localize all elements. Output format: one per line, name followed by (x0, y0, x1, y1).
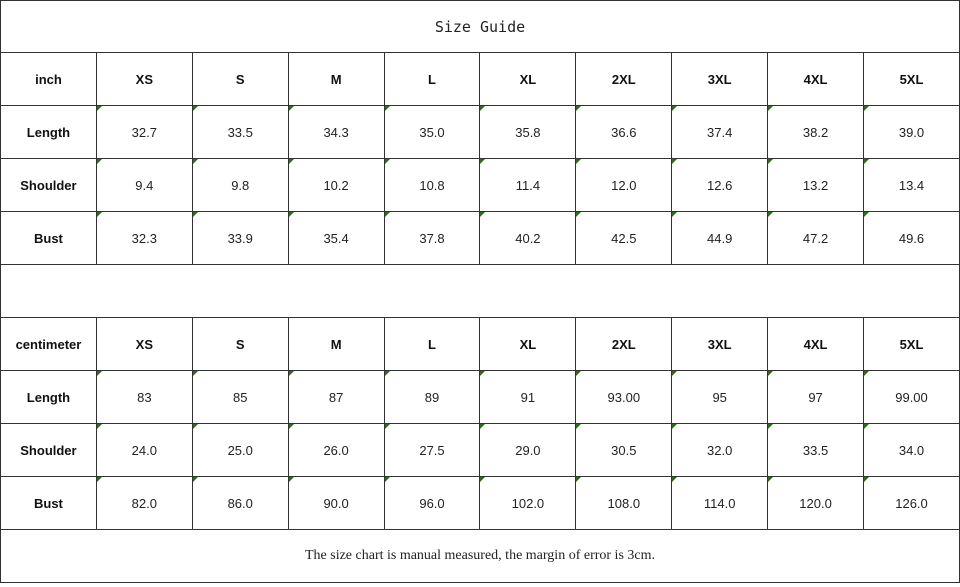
measurement-label: Length (0, 370, 97, 424)
measurement-value: 89 (383, 370, 481, 424)
size-header: 3XL (671, 317, 769, 371)
measurement-value: 36.6 (575, 105, 673, 159)
measurement-value: 13.2 (767, 158, 865, 212)
unit-label: centimeter (0, 317, 97, 371)
measurement-value: 10.2 (287, 158, 385, 212)
table-row: Bust 32.3 33.9 35.4 37.8 40.2 42.5 44.9 47.2 49.6 (0, 211, 960, 265)
measurement-value: 12.6 (671, 158, 769, 212)
measurement-value: 102.0 (479, 476, 577, 530)
size-header: M (287, 52, 385, 106)
measurement-value: 32.0 (671, 423, 769, 477)
header-row: centimeter XS S M L XL 2XL 3XL 4XL 5XL (0, 317, 960, 371)
size-header: 5XL (863, 317, 960, 371)
measurement-value: 49.6 (863, 211, 960, 265)
measurement-value: 97 (767, 370, 865, 424)
measurement-value: 93.00 (575, 370, 673, 424)
measurement-value: 35.0 (383, 105, 481, 159)
table-row: Length 83 85 87 89 91 93.00 95 97 99.00 (0, 370, 960, 424)
size-header: L (383, 317, 481, 371)
note-text: The size chart is manual measured, the m… (0, 529, 960, 583)
size-header: 4XL (767, 52, 865, 106)
measurement-value: 95 (671, 370, 769, 424)
table-row: Length 32.7 33.5 34.3 35.0 35.8 36.6 37.4 38.2 39… (0, 105, 960, 159)
measurement-value: 33.5 (767, 423, 865, 477)
measurement-value: 91 (479, 370, 577, 424)
unit-label: inch (0, 52, 97, 106)
measurement-value: 34.0 (863, 423, 960, 477)
measurement-value: 126.0 (863, 476, 960, 530)
measurement-value: 30.5 (575, 423, 673, 477)
measurement-value: 33.9 (191, 211, 289, 265)
size-header: 4XL (767, 317, 865, 371)
size-header: L (383, 52, 481, 106)
measurement-value: 37.4 (671, 105, 769, 159)
size-header: 2XL (575, 52, 673, 106)
table-row: Shoulder 24.0 25.0 26.0 27.5 29.0 30.5 32.0 33.5… (0, 423, 960, 477)
measurement-value: 10.8 (383, 158, 481, 212)
measurement-value: 24.0 (95, 423, 193, 477)
measurement-value: 40.2 (479, 211, 577, 265)
measurement-value: 35.8 (479, 105, 577, 159)
measurement-value: 12.0 (575, 158, 673, 212)
size-header: 2XL (575, 317, 673, 371)
measurement-value: 34.3 (287, 105, 385, 159)
measurement-value: 42.5 (575, 211, 673, 265)
size-header: 5XL (863, 52, 960, 106)
size-header: XS (95, 52, 193, 106)
measurement-value: 86.0 (191, 476, 289, 530)
measurement-value: 11.4 (479, 158, 577, 212)
measurement-value: 120.0 (767, 476, 865, 530)
measurement-value: 114.0 (671, 476, 769, 530)
measurement-value: 29.0 (479, 423, 577, 477)
note-row: The size chart is manual measured, the m… (0, 529, 960, 583)
measurement-value: 32.7 (95, 105, 193, 159)
measurement-value: 9.4 (95, 158, 193, 212)
measurement-value: 9.8 (191, 158, 289, 212)
measurement-label: Shoulder (0, 158, 97, 212)
measurement-value: 13.4 (863, 158, 960, 212)
size-header: S (191, 317, 289, 371)
table-title: Size Guide (0, 0, 960, 53)
size-header: XL (479, 52, 577, 106)
measurement-value: 39.0 (863, 105, 960, 159)
measurement-value: 47.2 (767, 211, 865, 265)
measurement-value: 96.0 (383, 476, 481, 530)
measurement-value: 27.5 (383, 423, 481, 477)
measurement-value: 37.8 (383, 211, 481, 265)
measurement-value: 85 (191, 370, 289, 424)
table-row: Shoulder 9.4 9.8 10.2 10.8 11.4 12.0 12.6 13.2 13… (0, 158, 960, 212)
table-row: Bust 82.0 86.0 90.0 96.0 102.0 108.0 114.0 120.0… (0, 476, 960, 530)
measurement-value: 35.4 (287, 211, 385, 265)
measurement-value: 87 (287, 370, 385, 424)
measurement-value: 26.0 (287, 423, 385, 477)
measurement-label: Shoulder (0, 423, 97, 477)
measurement-value: 108.0 (575, 476, 673, 530)
measurement-label: Length (0, 105, 97, 159)
spacer-cell (0, 264, 960, 318)
measurement-value: 99.00 (863, 370, 960, 424)
measurement-value: 38.2 (767, 105, 865, 159)
size-header: XL (479, 317, 577, 371)
size-header: S (191, 52, 289, 106)
measurement-label: Bust (0, 211, 97, 265)
measurement-label: Bust (0, 476, 97, 530)
measurement-value: 32.3 (95, 211, 193, 265)
measurement-value: 33.5 (191, 105, 289, 159)
measurement-value: 90.0 (287, 476, 385, 530)
measurement-value: 25.0 (191, 423, 289, 477)
measurement-value: 44.9 (671, 211, 769, 265)
measurement-value: 83 (95, 370, 193, 424)
measurement-value: 82.0 (95, 476, 193, 530)
size-header: XS (95, 317, 193, 371)
header-row: inch XS S M L XL 2XL 3XL 4XL 5XL (0, 52, 960, 106)
size-header: 3XL (671, 52, 769, 106)
size-header: M (287, 317, 385, 371)
spacer-row (0, 264, 960, 318)
